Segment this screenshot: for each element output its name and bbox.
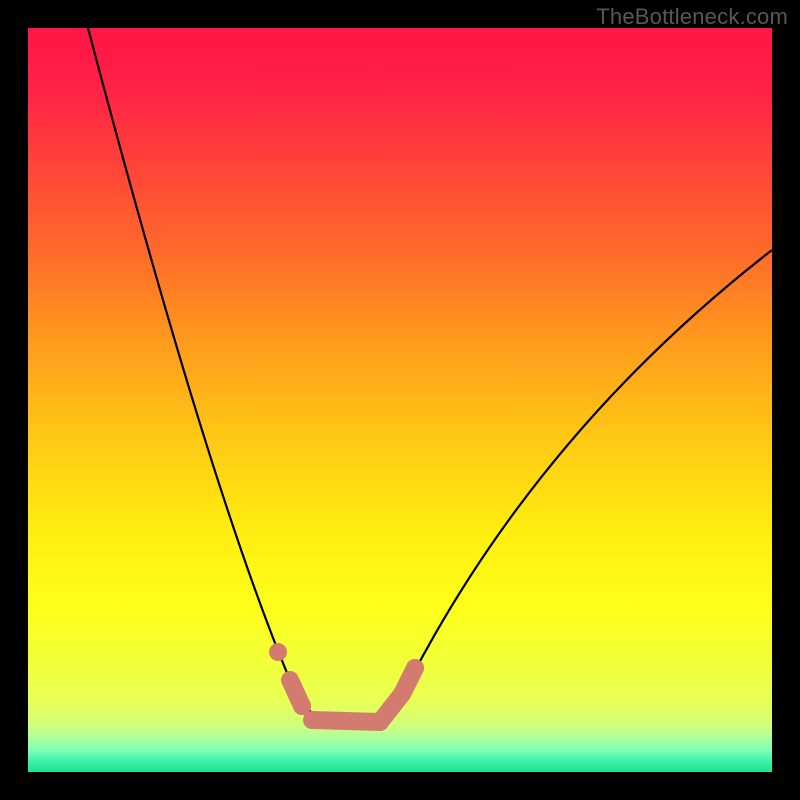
watermark-text: TheBottleneck.com (596, 4, 788, 30)
plot-background (28, 28, 772, 772)
chart-svg (0, 0, 800, 800)
